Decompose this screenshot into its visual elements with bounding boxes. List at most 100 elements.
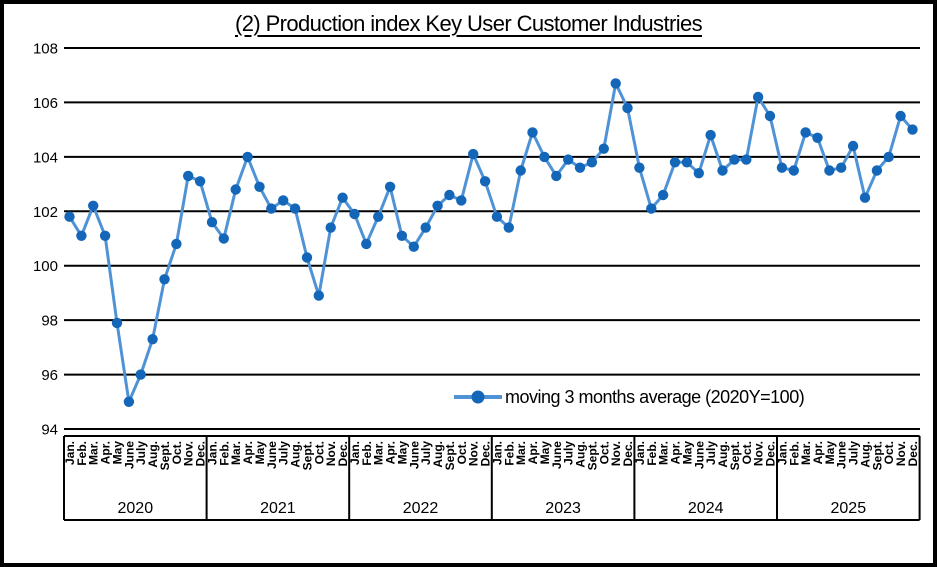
data-point bbox=[598, 143, 609, 154]
data-point bbox=[349, 208, 360, 220]
x-month-label: Jan. bbox=[775, 441, 789, 465]
x-month-label: May bbox=[110, 441, 124, 465]
x-month-label: Sept. bbox=[158, 441, 172, 470]
x-month-label: Jan. bbox=[63, 441, 77, 465]
y-tick-label: 98 bbox=[41, 313, 58, 330]
data-point bbox=[503, 222, 514, 233]
x-year-label: 2022 bbox=[403, 500, 439, 517]
x-month-label: Jan. bbox=[205, 441, 219, 465]
x-month-label: Oct. bbox=[740, 441, 754, 464]
data-point bbox=[705, 129, 716, 141]
data-point bbox=[657, 189, 669, 201]
x-month-label: Apr. bbox=[811, 441, 825, 464]
x-year-label: 2024 bbox=[688, 500, 724, 517]
data-point bbox=[812, 132, 823, 143]
x-month-label: Aug. bbox=[574, 441, 588, 468]
data-point bbox=[859, 192, 871, 203]
x-month-label: May bbox=[395, 441, 409, 465]
data-point bbox=[111, 317, 123, 329]
x-month-label: July bbox=[419, 441, 433, 465]
x-month-label: Aug. bbox=[716, 441, 730, 468]
data-point bbox=[396, 230, 408, 241]
y-tick-label: 106 bbox=[33, 95, 58, 112]
x-month-label: Feb. bbox=[217, 441, 231, 466]
data-point bbox=[527, 127, 538, 138]
y-tick-label: 96 bbox=[41, 367, 58, 384]
data-point bbox=[278, 195, 289, 206]
x-month-label: Dec. bbox=[336, 441, 350, 466]
x-year-label: 2020 bbox=[118, 500, 154, 517]
data-point bbox=[646, 203, 657, 214]
x-month-label: Sept. bbox=[443, 441, 457, 470]
x-year-label: 2025 bbox=[831, 500, 867, 517]
data-point bbox=[99, 230, 111, 241]
x-month-label: Dec. bbox=[906, 441, 920, 466]
data-point bbox=[824, 165, 835, 176]
x-month-label: Apr. bbox=[526, 441, 540, 464]
data-point bbox=[230, 184, 241, 195]
x-month-label: Dec. bbox=[764, 441, 778, 466]
y-tick-label: 94 bbox=[41, 421, 58, 438]
x-month-label: Nov. bbox=[324, 441, 338, 466]
data-point bbox=[194, 176, 206, 187]
data-point bbox=[871, 165, 883, 176]
data-point bbox=[479, 176, 491, 187]
x-month-label: Mar. bbox=[657, 441, 671, 465]
x-month-label: Nov. bbox=[609, 441, 623, 466]
data-point bbox=[741, 154, 752, 165]
x-month-label: July bbox=[277, 441, 291, 465]
data-point bbox=[586, 157, 598, 168]
x-month-label: June bbox=[550, 441, 564, 469]
data-point bbox=[408, 241, 419, 252]
data-point bbox=[752, 91, 764, 103]
data-point bbox=[610, 78, 621, 89]
y-tick-label: 104 bbox=[33, 149, 58, 166]
data-point bbox=[681, 157, 693, 168]
x-month-label: Mar. bbox=[799, 441, 813, 465]
data-point bbox=[634, 162, 645, 173]
y-tick-label: 108 bbox=[33, 41, 58, 58]
x-month-label: July bbox=[847, 441, 861, 465]
x-month-label: June bbox=[122, 441, 136, 469]
data-point bbox=[183, 170, 194, 182]
x-month-label: Oct. bbox=[455, 441, 469, 464]
x-month-label: Mar. bbox=[87, 441, 101, 465]
x-month-label: Apr. bbox=[384, 441, 398, 464]
x-month-label: July bbox=[134, 441, 148, 465]
x-month-label: Apr. bbox=[99, 441, 113, 464]
data-point bbox=[218, 233, 229, 244]
x-month-label: May bbox=[253, 441, 267, 465]
data-point bbox=[468, 148, 479, 160]
legend-line-marker-icon bbox=[454, 390, 502, 404]
data-point bbox=[254, 181, 265, 192]
x-month-label: Jan. bbox=[490, 441, 504, 465]
data-point bbox=[206, 217, 218, 228]
data-point bbox=[301, 252, 313, 263]
x-month-label: Dec. bbox=[194, 441, 208, 466]
data-point bbox=[420, 222, 431, 233]
x-month-label: June bbox=[407, 441, 421, 469]
data-point bbox=[444, 189, 455, 201]
x-month-label: June bbox=[692, 441, 706, 469]
x-month-label: May bbox=[823, 441, 837, 465]
data-point bbox=[64, 211, 75, 222]
data-point bbox=[563, 154, 574, 165]
data-point bbox=[883, 151, 894, 163]
data-point bbox=[456, 195, 467, 206]
data-point bbox=[729, 154, 740, 165]
x-month-label: July bbox=[704, 441, 718, 465]
x-month-label: Mar. bbox=[514, 441, 528, 465]
x-month-label: Jan. bbox=[348, 441, 362, 465]
x-month-label: Apr. bbox=[241, 441, 255, 464]
legend-label: moving 3 months average (2020Y=100) bbox=[505, 386, 805, 407]
x-month-label: Feb. bbox=[75, 441, 89, 466]
x-month-label: Nov. bbox=[467, 441, 481, 466]
data-point bbox=[266, 203, 277, 214]
x-month-label: Aug. bbox=[431, 441, 445, 468]
data-point bbox=[788, 165, 799, 176]
data-point bbox=[147, 334, 158, 345]
x-month-label: Aug. bbox=[146, 441, 160, 468]
data-point bbox=[669, 157, 681, 168]
x-month-label: May bbox=[680, 441, 694, 465]
x-month-label: Aug. bbox=[858, 441, 872, 468]
